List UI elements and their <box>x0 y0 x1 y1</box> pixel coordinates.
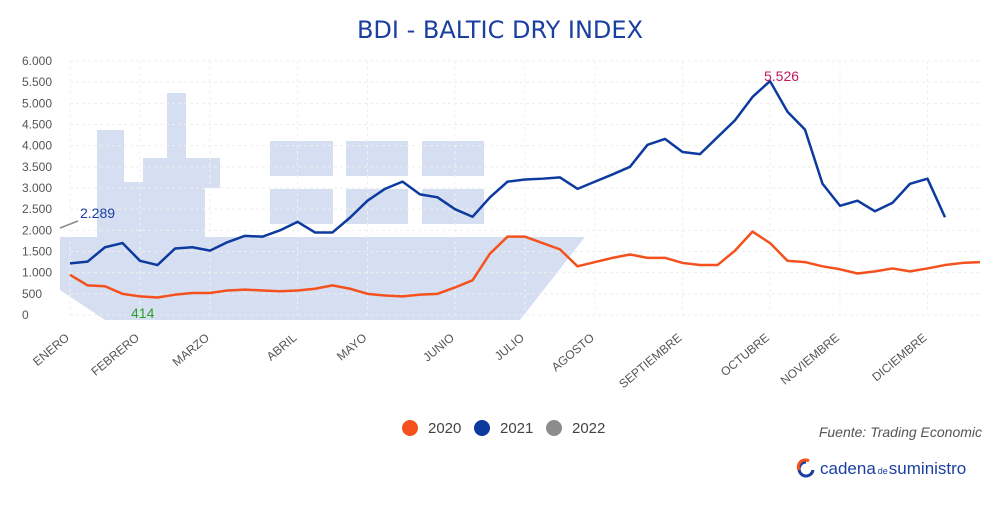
x-tick-label: ABRIL <box>264 330 300 363</box>
container <box>270 141 333 176</box>
y-tick-label: 1.500 <box>22 245 52 259</box>
logo-icon <box>796 458 810 471</box>
brand-part: cadena <box>820 459 876 478</box>
x-tick-label: FEBRERO <box>88 331 141 379</box>
y-tick-label: 1.000 <box>22 266 52 280</box>
y-tick-label: 4.500 <box>22 118 52 132</box>
y-tick-label: 3.000 <box>22 181 52 195</box>
x-tick-label: NOVIEMBRE <box>778 331 842 388</box>
y-tick-label: 4.000 <box>22 139 52 153</box>
y-tick-label: 2.500 <box>22 202 52 216</box>
x-tick-label: ENERO <box>30 331 72 369</box>
annotation: 5.526 <box>764 68 799 84</box>
legend-swatch <box>474 420 490 436</box>
annotation: 2.289 <box>80 205 115 221</box>
brand-part: suministro <box>889 459 966 478</box>
container <box>270 189 333 224</box>
x-tick-label: SEPTIEMBRE <box>616 331 684 391</box>
x-tick-label: OCTUBRE <box>718 331 772 379</box>
x-tick-label: DICIEMBRE <box>869 331 929 385</box>
y-tick-label: 5.000 <box>22 96 52 110</box>
legend-label: 2021 <box>500 420 533 437</box>
chart-title: BDI - BALTIC DRY INDEX <box>357 16 643 44</box>
ship-illustration <box>60 93 585 320</box>
ship-hull <box>60 237 585 320</box>
brand-text: cadena desuministro <box>820 459 966 478</box>
x-tick-label: JULIO <box>492 331 527 364</box>
legend: 2020 2021 2022 <box>402 420 605 437</box>
x-tick-label: JUNIO <box>420 331 457 365</box>
y-tick-label: 0 <box>22 308 29 322</box>
ship-bridge <box>97 93 220 237</box>
y-tick-label: 500 <box>22 287 42 301</box>
x-tick-label: AGOSTO <box>549 331 597 375</box>
brand-logo: cadena desuministro <box>796 458 966 478</box>
brand-part: de <box>878 466 888 476</box>
logo-icon <box>797 460 815 478</box>
container <box>422 141 484 176</box>
y-tick-label: 6.000 <box>22 54 52 68</box>
legend-swatch <box>402 420 418 436</box>
legend-label: 2020 <box>428 420 461 437</box>
x-tick-label: MARZO <box>170 331 212 370</box>
x-tick-label: MAYO <box>334 331 369 364</box>
y-tick-label: 3.500 <box>22 160 52 174</box>
legend-label: 2022 <box>572 420 605 437</box>
series-line <box>69 230 981 299</box>
source: Fuente: Trading Economic <box>819 424 982 440</box>
y-tick-label: 2.000 <box>22 223 52 237</box>
y-tick-label: 5.500 <box>22 75 52 89</box>
series-line <box>69 79 947 267</box>
container <box>346 141 408 176</box>
annotation-leader <box>59 220 79 229</box>
annotation: 414 <box>131 305 155 321</box>
legend-swatch <box>546 420 562 436</box>
